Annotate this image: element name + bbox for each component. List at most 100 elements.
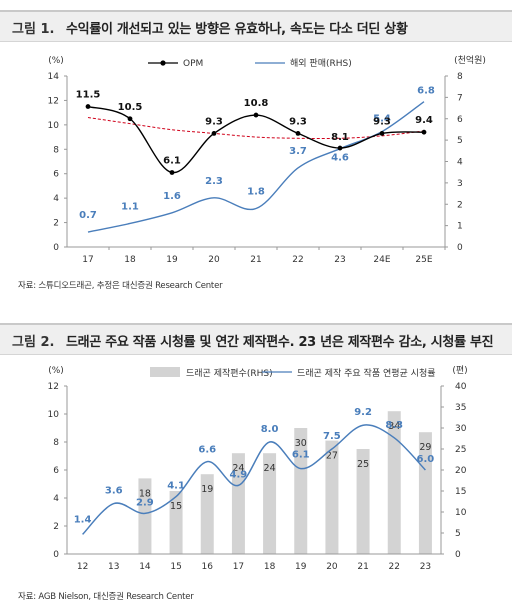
right-tick-label: 15 — [455, 487, 466, 497]
right-tick-label: 6 — [457, 115, 463, 125]
right-tick-label: 3 — [457, 179, 463, 189]
rating-data-label: 7.5 — [323, 431, 341, 442]
opm-point — [127, 116, 133, 122]
x-tick-label: 20 — [208, 255, 220, 265]
x-tick-label: 17 — [82, 255, 93, 265]
left-tick-label: 4 — [53, 194, 59, 204]
overseas-sales-data-label: 6.8 — [417, 86, 435, 97]
figure1-title: 수익률이 개선되고 있는 방향은 유효하나, 속도는 다소 더딘 상황 — [66, 22, 408, 37]
right-tick-label: 5 — [457, 136, 463, 146]
left-axis-unit: (%) — [48, 366, 64, 376]
production-count-label: 24 — [232, 463, 244, 474]
legend-production-swatch — [150, 367, 180, 377]
x-tick-label: 16 — [202, 562, 214, 572]
legend-production-label: 드래곤 제작편수(RHS) — [186, 367, 273, 379]
rating-data-label: 9.2 — [354, 407, 372, 418]
x-tick-label: 12 — [77, 562, 88, 572]
x-tick-label: 25E — [415, 255, 432, 265]
production-count-bar — [325, 440, 339, 554]
left-tick-label: 0 — [53, 550, 59, 560]
production-count-bar — [418, 432, 432, 554]
right-tick-label: 0 — [457, 243, 463, 253]
left-tick-label: 8 — [53, 145, 59, 155]
rating-data-label: 6.6 — [198, 445, 216, 456]
opm-data-label: 9.3 — [205, 116, 223, 127]
figure2-title: 드래곤 주요 작품 시청률 및 연간 제작편수. 23 년은 제작편수 감소, … — [66, 335, 494, 350]
left-tick-label: 2 — [53, 219, 59, 229]
right-tick-label: 4 — [457, 158, 463, 168]
rating-data-label: 1.4 — [74, 514, 92, 525]
rating-data-label: 4.9 — [230, 469, 248, 480]
figure2-number: 그림 2. — [12, 335, 55, 350]
left-tick-label: 4 — [53, 494, 59, 504]
production-count-bar — [356, 449, 370, 554]
figure1-number: 그림 1. — [12, 22, 55, 37]
right-tick-label: 0 — [455, 550, 461, 560]
production-count-label: 24 — [264, 463, 276, 474]
production-count-label: 27 — [326, 451, 338, 462]
right-tick-label: 35 — [455, 403, 466, 413]
right-tick-label: 25 — [455, 445, 466, 455]
x-tick-label: 15 — [170, 562, 181, 572]
x-tick-label: 23 — [420, 562, 431, 572]
opm-point — [85, 104, 91, 109]
right-tick-label: 7 — [457, 93, 463, 103]
overseas-sales-data-label: 1.1 — [121, 201, 139, 212]
x-tick-label: 17 — [233, 562, 244, 572]
production-count-label: 15 — [170, 501, 182, 512]
production-count-bar — [200, 474, 214, 554]
x-tick-label: 19 — [166, 255, 178, 265]
left-axis-unit: (%) — [48, 56, 64, 66]
overseas-sales-data-label: 5.4 — [373, 114, 391, 125]
left-tick-label: 6 — [53, 466, 59, 476]
opm-data-label: 9.3 — [289, 116, 307, 127]
right-axis-unit: (편) — [452, 364, 467, 376]
right-tick-label: 40 — [455, 382, 467, 392]
production-count-label: 18 — [139, 488, 151, 499]
production-count-label: 19 — [201, 484, 213, 495]
overseas-sales-data-label: 0.7 — [79, 210, 97, 221]
production-count-bar — [138, 478, 152, 554]
opm-data-label: 8.1 — [331, 132, 349, 143]
opm-data-label: 11.5 — [76, 90, 101, 101]
overseas-sales-data-label: 2.3 — [205, 176, 223, 187]
opm-data-label: 10.8 — [244, 98, 269, 109]
left-tick-label: 2 — [53, 522, 59, 532]
rating-line — [82, 424, 426, 535]
opm-data-label: 10.5 — [118, 102, 143, 113]
production-count-label: 30 — [295, 438, 307, 449]
x-tick-label: 18 — [124, 255, 136, 265]
x-tick-label: 20 — [326, 562, 338, 572]
opm-point — [379, 131, 385, 136]
x-tick-label: 13 — [108, 562, 119, 572]
x-tick-label: 21 — [357, 562, 368, 572]
opm-point — [169, 170, 175, 175]
legend-overseas-label: 해외 판매(RHS) — [290, 57, 352, 69]
left-tick-label: 14 — [48, 72, 60, 82]
production-count-bar — [169, 491, 183, 554]
rating-data-label: 6.0 — [417, 454, 435, 465]
opm-point — [211, 131, 217, 136]
left-tick-label: 6 — [53, 170, 59, 180]
overseas-sales-data-label: 1.8 — [247, 187, 265, 198]
left-tick-label: 10 — [48, 121, 60, 131]
production-count-label: 29 — [419, 442, 431, 453]
overseas-sales-data-label: 1.6 — [163, 191, 181, 202]
x-tick-label: 19 — [295, 562, 307, 572]
x-tick-label: 24E — [373, 255, 390, 265]
figure2-source: 자료: AGB Nielson, 대신증권 Research Center — [18, 592, 194, 602]
right-tick-label: 10 — [455, 508, 467, 518]
opm-point — [337, 145, 343, 151]
production-count-bar — [231, 453, 245, 554]
left-tick-label: 0 — [53, 243, 59, 253]
opm-point — [253, 112, 259, 118]
rating-data-label: 6.1 — [292, 450, 310, 461]
production-count-bar — [294, 428, 308, 554]
production-count-label: 25 — [357, 459, 369, 470]
opm-data-label: 9.4 — [415, 115, 433, 126]
production-count-bar — [263, 453, 277, 554]
figure1-source: 자료: 스튜디오드래곤, 추정은 대신증권 Research Center — [18, 281, 223, 291]
overseas-sales-data-label: 4.6 — [331, 153, 349, 164]
